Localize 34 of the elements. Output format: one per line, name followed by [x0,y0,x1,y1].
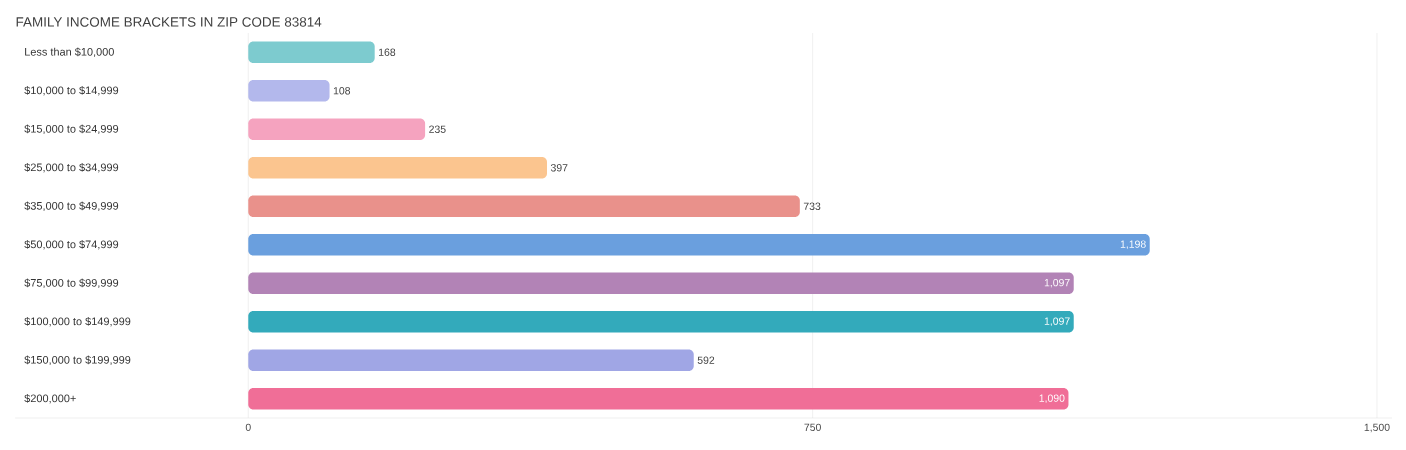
data-label: 235 [429,125,446,133]
bar [248,156,548,179]
y-tick-label: $200,000+ [24,393,76,404]
y-tick-label: $35,000 to $49,999 [24,201,119,211]
y-tick-label: $150,000 to $199,999 [24,355,131,365]
bar [248,233,1150,256]
data-label: 1,097 [1044,278,1070,288]
y-tick-label: $25,000 to $34,999 [24,162,119,173]
data-label: 592 [697,356,715,364]
bar [248,387,1069,410]
y-tick-label: $10,000 to $14,999 [24,85,119,96]
data-label: 1,097 [1044,317,1070,327]
data-label: 1,090 [1039,394,1065,404]
data-label: 168 [379,48,396,56]
y-tick-label: $75,000 to $99,999 [24,278,119,288]
y-tick-label: $15,000 to $24,999 [24,124,119,134]
data-label: 108 [333,87,351,95]
data-label: 397 [550,164,568,172]
x-tick-label: 1,500 [1364,423,1390,433]
x-tick-label: 750 [804,423,821,432]
y-tick-label: $50,000 to $74,999 [24,239,119,250]
data-label: 1,198 [1120,240,1146,250]
bar [248,195,800,218]
bar [248,349,694,372]
bar [248,272,1074,295]
y-tick-label: $100,000 to $149,999 [24,316,131,327]
chart-title: FAMILY INCOME BRACKETS IN ZIP CODE 83814 [16,17,322,27]
data-label: 733 [803,202,821,210]
y-tick-label: Less than $10,000 [25,47,114,57]
x-tick-label: 0 [245,423,251,432]
bar [248,41,375,64]
bar [248,310,1074,333]
bar [248,118,426,141]
bar [248,79,330,102]
